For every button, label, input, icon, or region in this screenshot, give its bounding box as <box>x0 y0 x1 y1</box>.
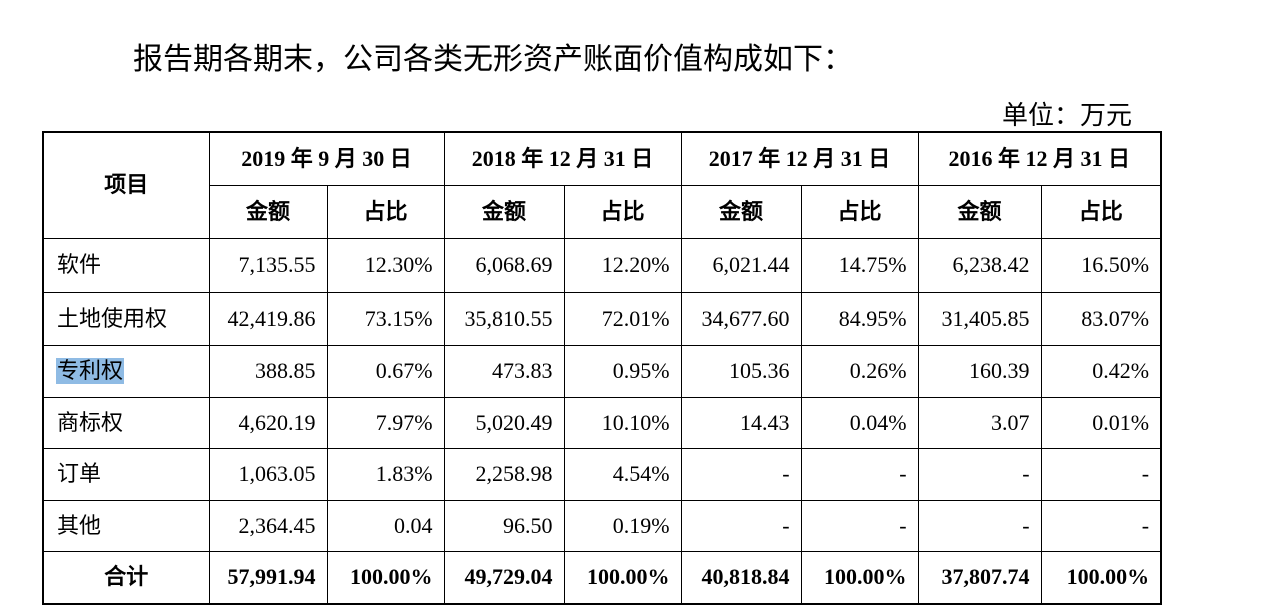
total-label: 合计 <box>42 550 210 605</box>
amount-cell: 2,258.98 <box>443 447 565 501</box>
amount-cell: 473.83 <box>443 344 565 398</box>
period-header: 2017 年 12 月 31 日 <box>680 131 919 186</box>
ratio-cell: 84.95% <box>800 291 919 346</box>
total-amount-cell: 57,991.94 <box>208 550 328 605</box>
ratio-cell: 0.42% <box>1040 344 1162 398</box>
ratio-cell: 0.04 <box>326 499 445 552</box>
total-amount-cell: 37,807.74 <box>917 550 1042 605</box>
amount-cell: - <box>917 447 1042 501</box>
row-label: 订单 <box>42 447 210 501</box>
total-amount-cell: 40,818.84 <box>680 550 802 605</box>
total-ratio-cell: 100.00% <box>563 550 682 605</box>
ratio-cell: 12.30% <box>326 237 445 293</box>
item-name: 专利权 <box>56 358 125 384</box>
table-row: 软件 7,135.55 12.30% 6,068.69 12.20% 6,021… <box>42 237 1162 293</box>
amount-cell: 160.39 <box>917 344 1042 398</box>
ratio-cell: 4.54% <box>563 447 682 501</box>
ratio-header: 占比 <box>326 184 445 239</box>
ratio-header: 占比 <box>1040 184 1162 239</box>
ratio-cell: 83.07% <box>1040 291 1162 346</box>
period-header: 2019 年 9 月 30 日 <box>208 131 445 186</box>
ratio-cell: 7.97% <box>326 396 445 449</box>
amount-cell: 35,810.55 <box>443 291 565 346</box>
ratio-cell: - <box>800 447 919 501</box>
amount-cell: 14.43 <box>680 396 802 449</box>
ratio-cell: 10.10% <box>563 396 682 449</box>
amount-cell: 6,021.44 <box>680 237 802 293</box>
row-label: 商标权 <box>42 396 210 449</box>
item-name: 其他 <box>57 512 102 538</box>
item-name: 软件 <box>57 252 102 277</box>
item-name: 商标权 <box>57 409 124 435</box>
amount-cell: 4,620.19 <box>208 396 328 449</box>
ratio-cell: 14.75% <box>800 237 919 293</box>
row-label: 土地使用权 <box>42 291 210 346</box>
total-ratio-cell: 100.00% <box>800 550 919 605</box>
amount-cell: 5,020.49 <box>443 396 565 449</box>
amount-cell: 388.85 <box>208 344 328 398</box>
header-row-columns: 金额 占比 金额 占比 金额 占比 金额 占比 <box>43 184 1162 239</box>
row-label: 专利权 <box>42 344 210 398</box>
amount-cell: 42,419.86 <box>208 291 328 346</box>
amount-cell: - <box>917 499 1042 552</box>
amount-cell: 34,677.60 <box>680 291 802 346</box>
amount-cell: 6,238.42 <box>917 237 1042 293</box>
amount-cell: 1,063.05 <box>208 447 328 501</box>
table-row: 专利权 388.85 0.67% 473.83 0.95% 105.36 0.2… <box>42 344 1162 398</box>
amount-cell: 6,068.69 <box>443 237 565 293</box>
ratio-cell: 0.19% <box>563 499 682 552</box>
ratio-cell: - <box>1040 447 1162 501</box>
item-name: 订单 <box>57 461 102 486</box>
table-row: 其他 2,364.45 0.04 96.50 0.19% - - - - <box>42 499 1162 552</box>
total-row: 合计 57,991.94 100.00% 49,729.04 100.00% 4… <box>42 550 1162 605</box>
ratio-cell: 73.15% <box>326 291 445 346</box>
ratio-header: 占比 <box>800 184 919 239</box>
amount-cell: 96.50 <box>443 499 565 552</box>
table-row: 商标权 4,620.19 7.97% 5,020.49 10.10% 14.43… <box>42 396 1162 449</box>
amount-header: 金额 <box>917 184 1042 239</box>
amount-cell: 7,135.55 <box>208 237 328 293</box>
header-row-periods: 项目 2019 年 9 月 30 日 2018 年 12 月 31 日 2017… <box>42 131 1162 239</box>
table-row: 订单 1,063.05 1.83% 2,258.98 4.54% - - - - <box>42 447 1162 501</box>
table-row: 土地使用权 42,419.86 73.15% 35,810.55 72.01% … <box>42 291 1162 346</box>
ratio-cell: 0.26% <box>800 344 919 398</box>
ratio-cell: 0.01% <box>1040 396 1162 449</box>
ratio-cell: 0.95% <box>563 344 682 398</box>
period-header: 2018 年 12 月 31 日 <box>443 131 682 186</box>
ratio-cell: - <box>800 499 919 552</box>
item-name: 土地使用权 <box>57 305 168 331</box>
amount-cell: 31,405.85 <box>917 291 1042 346</box>
amount-cell: 105.36 <box>680 344 802 398</box>
amount-header: 金额 <box>443 184 565 239</box>
total-amount-cell: 49,729.04 <box>443 550 565 605</box>
unit-label: 单位：万元 <box>1001 101 1132 130</box>
ratio-cell: 72.01% <box>563 291 682 346</box>
ratio-cell: 12.20% <box>563 237 682 293</box>
amount-cell: 2,364.45 <box>208 499 328 552</box>
amount-cell: - <box>680 447 802 501</box>
ratio-cell: - <box>1040 499 1162 552</box>
total-ratio-cell: 100.00% <box>1040 550 1162 605</box>
ratio-cell: 0.67% <box>326 344 445 398</box>
item-header: 项目 <box>42 131 210 239</box>
ratio-header: 占比 <box>563 184 682 239</box>
amount-cell: - <box>680 499 802 552</box>
amount-cell: 3.07 <box>917 396 1042 449</box>
amount-header: 金额 <box>208 184 328 239</box>
ratio-cell: 1.83% <box>326 447 445 501</box>
row-label: 其他 <box>42 499 210 552</box>
row-label: 软件 <box>42 237 210 293</box>
ratio-cell: 16.50% <box>1040 237 1162 293</box>
ratio-cell: 0.04% <box>800 396 919 449</box>
period-header: 2016 年 12 月 31 日 <box>917 131 1162 186</box>
amount-header: 金额 <box>680 184 802 239</box>
intro-paragraph: 报告期各期末，公司各类无形资产账面价值构成如下： <box>133 43 853 76</box>
intangible-assets-table: 项目 2019 年 9 月 30 日 2018 年 12 月 31 日 2017… <box>42 131 1163 605</box>
total-ratio-cell: 100.00% <box>326 550 445 605</box>
